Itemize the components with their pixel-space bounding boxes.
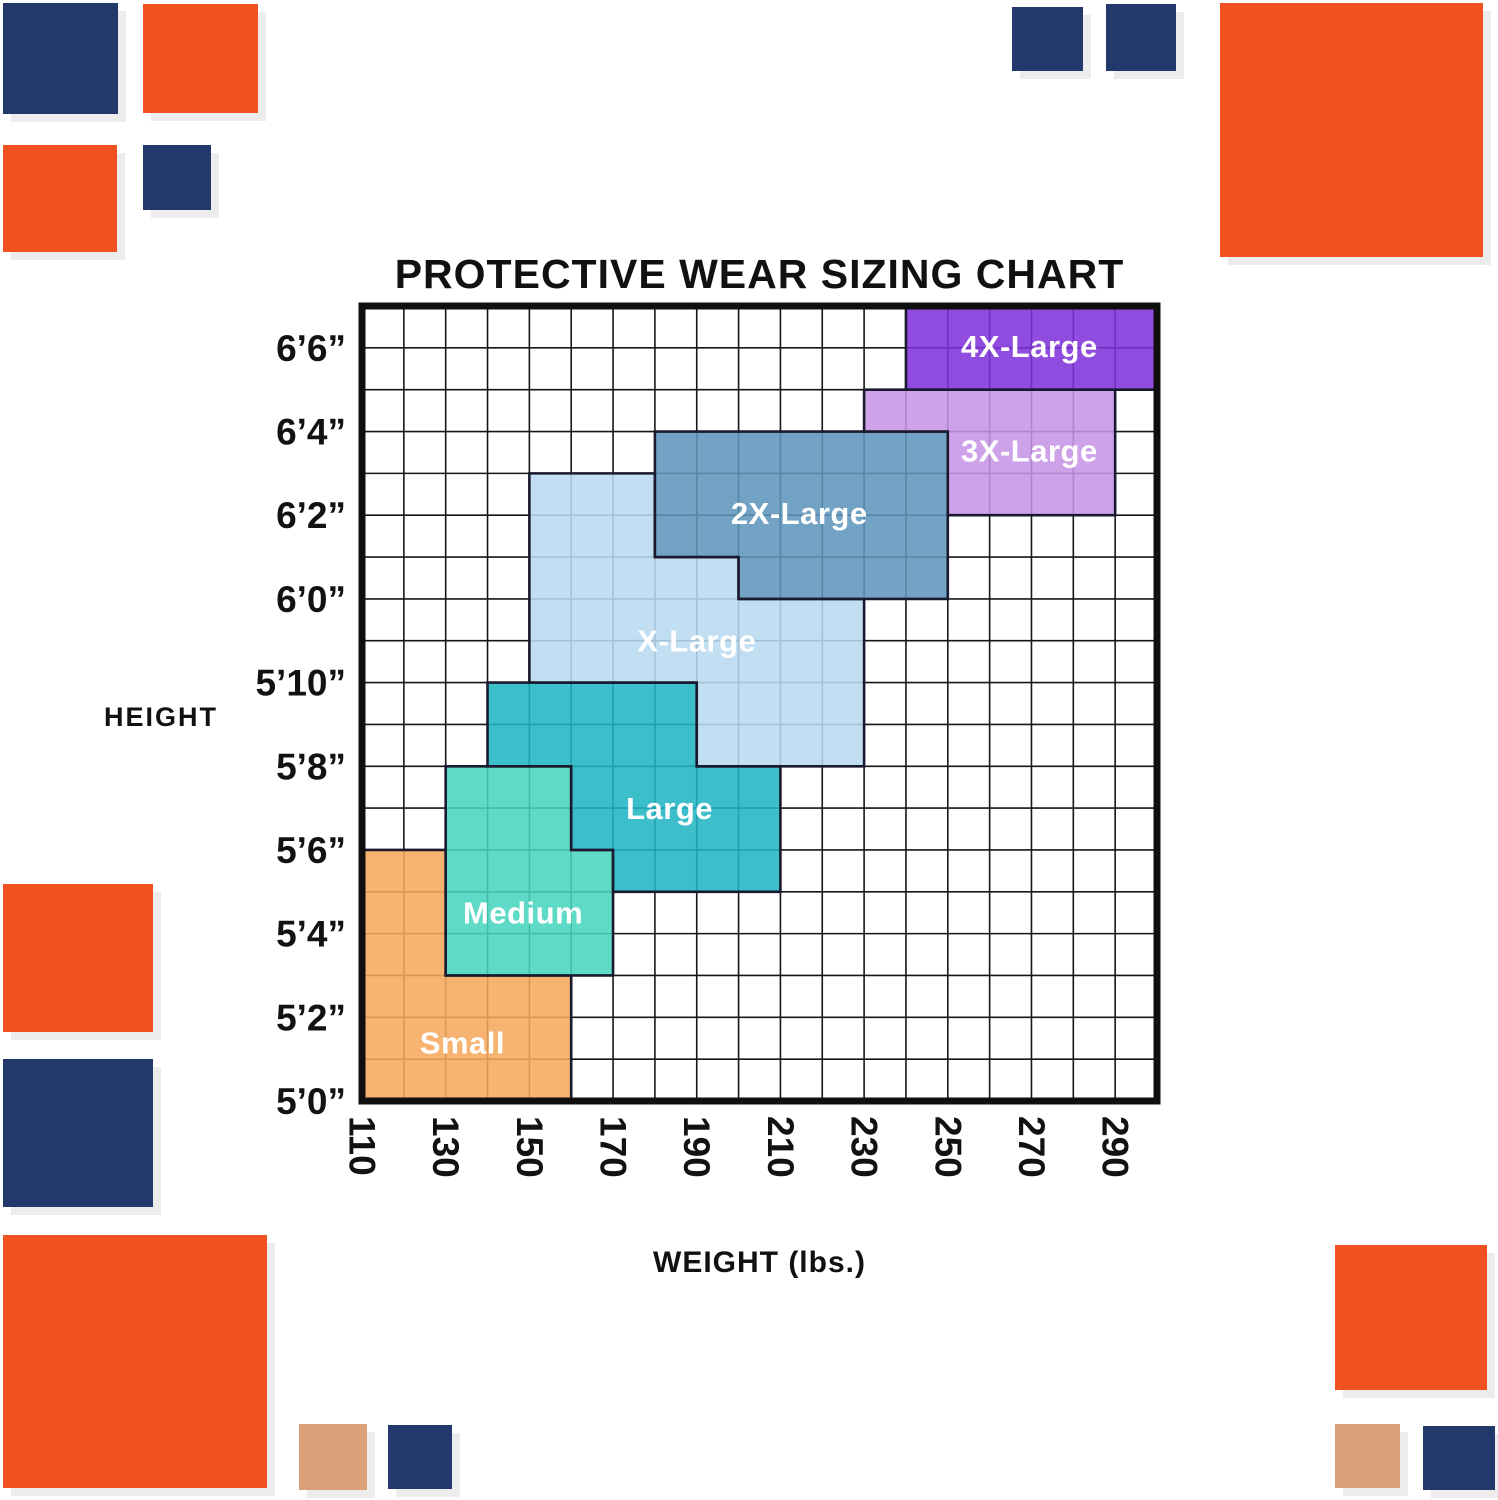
y-axis-title: HEIGHT [103, 702, 218, 732]
x-tick-label: 150 [509, 1116, 550, 1178]
decor-square-orange [143, 4, 258, 113]
y-tick-label: 5’4” [276, 914, 346, 955]
decor-square-orange [1220, 3, 1483, 257]
region-label-large: Large [626, 791, 713, 826]
x-tick-label: 250 [927, 1116, 968, 1178]
decor-square-navy [143, 145, 211, 210]
y-tick-label: 5’0” [276, 1081, 346, 1122]
region-label-3x-large: 3X-Large [961, 433, 1098, 468]
y-tick-label: 5’6” [276, 830, 346, 871]
x-axis-title: WEIGHT (lbs.) [653, 1246, 866, 1279]
x-tick-label: 190 [676, 1116, 717, 1178]
decor-square-orange [3, 1235, 267, 1488]
decor-square-navy [1423, 1426, 1495, 1490]
decor-square-orange [3, 884, 153, 1032]
decor-square-tan [1335, 1424, 1400, 1488]
region-label-2x-large: 2X-Large [731, 496, 868, 531]
x-tick-label: 290 [1095, 1116, 1136, 1178]
decor-square-orange [1335, 1245, 1487, 1390]
decor-square-navy [3, 3, 118, 114]
y-tick-label: 6’2” [276, 495, 346, 536]
y-tick-label: 6’6” [276, 328, 346, 369]
region-label-medium: Medium [463, 896, 583, 931]
y-tick-label: 5’2” [276, 997, 346, 1038]
x-tick-label: 170 [593, 1116, 634, 1178]
region-label-4x-large: 4X-Large [961, 329, 1098, 364]
plot-border [358, 302, 1161, 1105]
chart-title: PROTECTIVE WEAR SIZING CHART [394, 251, 1125, 297]
region-label-small: Small [420, 1025, 505, 1060]
y-tick-label: 6’0” [276, 579, 346, 620]
x-tick-label: 230 [844, 1116, 885, 1178]
x-tick-label: 110 [342, 1116, 383, 1176]
decor-square-navy [388, 1425, 452, 1489]
x-tick-label: 210 [760, 1116, 801, 1178]
decor-square-navy [3, 1059, 153, 1207]
decor-square-navy [1012, 7, 1083, 71]
y-tick-label: 5’8” [276, 746, 346, 787]
x-tick-label: 270 [1011, 1116, 1052, 1178]
decor-square-orange [3, 145, 117, 252]
y-tick-label: 5’10” [255, 663, 346, 704]
x-tick-label: 130 [425, 1116, 466, 1178]
y-tick-label: 6’4” [276, 412, 346, 453]
decor-square-navy [1106, 4, 1176, 71]
region-label-x-large: X-Large [637, 624, 756, 659]
decor-square-tan [299, 1424, 367, 1490]
